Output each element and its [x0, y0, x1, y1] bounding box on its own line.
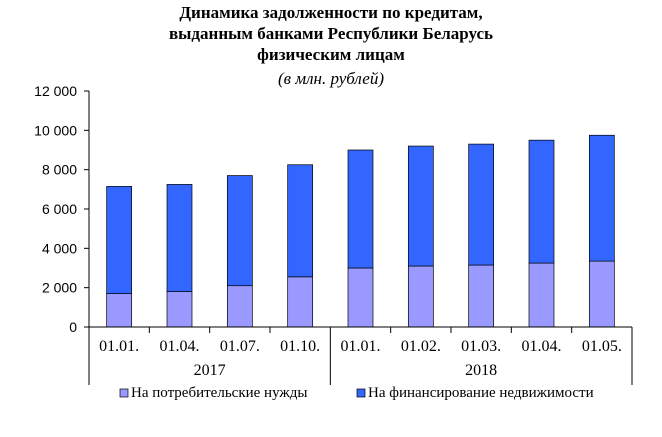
bar-consumer: [226, 285, 253, 328]
x-tick-label: 01.04.: [160, 338, 200, 355]
legend-swatch: [356, 388, 366, 398]
y-tick-label: 8 000: [42, 162, 77, 178]
bar-consumer: [347, 267, 374, 328]
bar-real-estate: [106, 186, 133, 294]
bar-real-estate: [588, 134, 615, 262]
legend: На потребительские нужды На финансировани…: [119, 385, 594, 401]
x-tick-label: 01.02.: [401, 338, 441, 355]
bar-consumer: [407, 265, 434, 328]
x-tick-label: 01.07.: [220, 338, 260, 355]
legend-swatch: [119, 388, 129, 398]
chart-title-line: выданным банками Республики Беларусь: [168, 24, 494, 43]
chart-subtitle: (в млн. рублей): [278, 69, 384, 88]
x-tick-label: 01.01.: [99, 338, 139, 355]
year-label: 2018: [465, 362, 497, 379]
bar-real-estate: [166, 184, 193, 292]
bar-consumer: [287, 276, 314, 328]
bar-real-estate: [347, 149, 374, 269]
y-tick-label: 0: [69, 319, 77, 335]
bar-consumer: [528, 262, 555, 328]
bars: [106, 134, 615, 328]
x-axis: 01.01. 01.04. 01.07. 01.10. 01.01. 01.02. 01.0…: [88, 326, 633, 385]
bar-real-estate: [226, 175, 253, 287]
bar-consumer: [166, 291, 193, 328]
x-tick-label: 01.10.: [280, 338, 320, 355]
x-tick-label: 01.03.: [461, 338, 501, 355]
x-tick-label: 01.05.: [582, 338, 622, 355]
y-axis: 0 2 000 4 000 6 000 8 000 10 000 12 000: [34, 83, 90, 335]
legend-label: На финансирование недвижимости: [368, 385, 594, 401]
chart-title-line: Динамика задолженности по кредитам,: [179, 3, 483, 22]
year-label: 2017: [194, 362, 226, 379]
y-tick-label: 6 000: [42, 201, 77, 217]
chart-title: Динамика задолженности по кредитам, выда…: [0, 2, 662, 65]
bar-real-estate: [407, 145, 434, 267]
bar-consumer: [106, 293, 133, 328]
bar-real-estate: [468, 143, 495, 266]
bar-real-estate: [287, 164, 314, 278]
x-tick-label: 01.04.: [522, 338, 562, 355]
bar-consumer: [468, 264, 495, 328]
chart-title-line: физическим лицам: [257, 45, 405, 64]
bar-consumer: [588, 260, 615, 328]
x-tick-label: 01.01.: [341, 338, 381, 355]
y-tick-label: 4 000: [42, 240, 77, 256]
y-tick-label: 10 000: [34, 122, 77, 138]
legend-label: На потребительские нужды: [131, 385, 307, 401]
y-tick-label: 2 000: [42, 280, 77, 296]
y-tick-label: 12 000: [34, 83, 77, 99]
bar-real-estate: [528, 139, 555, 264]
